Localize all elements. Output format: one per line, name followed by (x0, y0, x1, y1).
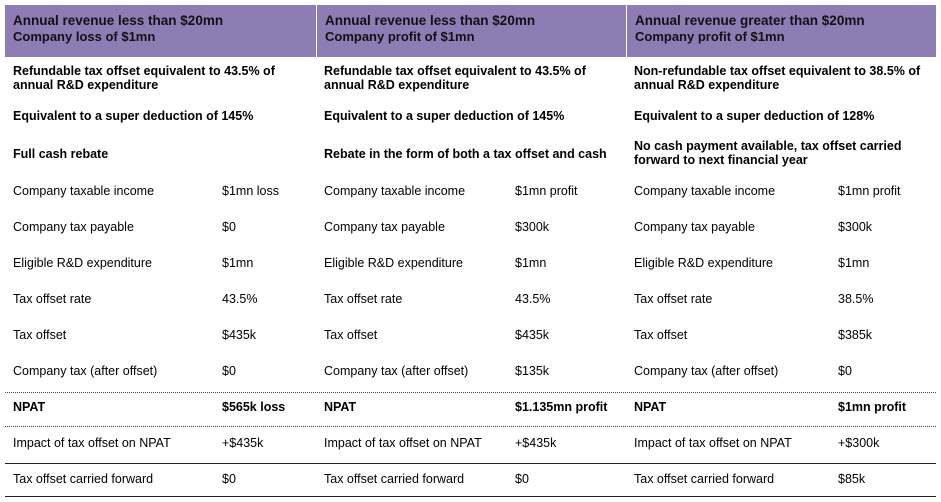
intro-rebate: Rebate in the form of both a tax offset … (324, 147, 607, 161)
row-label: Company tax payable (634, 220, 755, 234)
carry-forward-divider (5, 463, 936, 464)
intro-offset: Refundable tax offset equivalent to 43.5… (324, 64, 586, 92)
intro-super-deduction: Equivalent to a super deduction of 145% (324, 109, 565, 123)
row-value: $1mn profit (838, 184, 901, 198)
npat-label: NPAT (634, 400, 667, 414)
row-value: $385k (838, 328, 873, 342)
row-value: $300k (515, 220, 550, 234)
row-value: +$435k (222, 436, 264, 450)
row-value: $1mn loss (222, 184, 279, 198)
column-header: Annual revenue less than $20mn Company l… (5, 5, 316, 57)
row-value: $1mn (838, 256, 870, 270)
row-label: Impact of tax offset on NPAT (13, 436, 171, 450)
intro-rebate: No cash payment available, tax offset ca… (634, 139, 902, 167)
row-value: $435k (515, 328, 550, 342)
row-value: $0 (222, 472, 236, 486)
npat-top-divider (5, 392, 936, 393)
column-2: Refundable tax offset equivalent to 43.5… (317, 5, 626, 497)
row-value: $0 (222, 364, 236, 378)
row-label: Tax offset carried forward (13, 472, 154, 486)
column-header: Annual revenue greater than $20mn Compan… (627, 5, 936, 57)
row-value: 43.5% (222, 292, 258, 306)
row-label: Tax offset rate (13, 292, 92, 306)
row-label: Eligible R&D expenditure (634, 256, 773, 270)
row-label: Tax offset carried forward (634, 472, 775, 486)
row-label: Eligible R&D expenditure (13, 256, 152, 270)
row-label: Tax offset rate (634, 292, 713, 306)
intro-super-deduction: Equivalent to a super deduction of 145% (13, 109, 254, 123)
row-label: Eligible R&D expenditure (324, 256, 463, 270)
row-label: Tax offset rate (324, 292, 403, 306)
row-value: 43.5% (515, 292, 551, 306)
header-line-2: Company profit of $1mn (325, 29, 475, 44)
column-header: Annual revenue less than $20mn Company p… (317, 5, 626, 57)
header-line-1: Annual revenue greater than $20mn (635, 13, 865, 28)
intro-offset: Non-refundable tax offset equivalent to … (634, 64, 921, 92)
row-label: Company tax (after offset) (13, 364, 158, 378)
row-value: $1mn (515, 256, 547, 270)
row-label: Impact of tax offset on NPAT (634, 436, 792, 450)
row-value: +$435k (515, 436, 557, 450)
row-value: $300k (838, 220, 873, 234)
header-line-2: Company loss of $1mn (13, 29, 156, 44)
row-value: $1mn (222, 256, 254, 270)
intro-super-deduction: Equivalent to a super deduction of 128% (634, 109, 875, 123)
row-label: Company tax (after offset) (324, 364, 469, 378)
row-value: $435k (222, 328, 257, 342)
npat-bottom-divider (5, 426, 936, 427)
rd-tax-comparison-table: Annual revenue less than $20mn Company l… (5, 5, 936, 497)
header-line-1: Annual revenue less than $20mn (325, 13, 536, 28)
row-value: $135k (515, 364, 550, 378)
row-value: $0 (222, 220, 236, 234)
row-value: 38.5% (838, 292, 874, 306)
row-value: $0 (515, 472, 529, 486)
row-label: Company taxable income (324, 184, 466, 198)
row-value: $85k (838, 472, 866, 486)
column-3: Non-refundable tax offset equivalent to … (627, 5, 936, 497)
npat-value: $1mn profit (838, 400, 907, 414)
row-label: Tax offset carried forward (324, 472, 465, 486)
header-line-1: Annual revenue less than $20mn (13, 13, 224, 28)
row-value: $0 (838, 364, 852, 378)
row-label: Company tax payable (13, 220, 134, 234)
npat-label: NPAT (324, 400, 357, 414)
row-label: Tax offset (634, 328, 688, 342)
npat-value: $565k loss (222, 400, 286, 414)
table-bottom-border (5, 496, 936, 497)
header-line-2: Company profit of $1mn (635, 29, 785, 44)
row-label: Tax offset (13, 328, 67, 342)
npat-label: NPAT (13, 400, 46, 414)
row-label: Company taxable income (13, 184, 155, 198)
row-label: Tax offset (324, 328, 378, 342)
row-label: Company tax payable (324, 220, 445, 234)
row-label: Company tax (after offset) (634, 364, 779, 378)
intro-rebate: Full cash rebate (13, 147, 109, 161)
column-1: Refundable tax offset equivalent to 43.5… (5, 5, 316, 497)
npat-value: $1.135mn profit (515, 400, 608, 414)
row-value: $1mn profit (515, 184, 578, 198)
row-label: Impact of tax offset on NPAT (324, 436, 482, 450)
intro-offset: Refundable tax offset equivalent to 43.5… (13, 64, 275, 92)
row-value: +$300k (838, 436, 880, 450)
row-label: Company taxable income (634, 184, 776, 198)
